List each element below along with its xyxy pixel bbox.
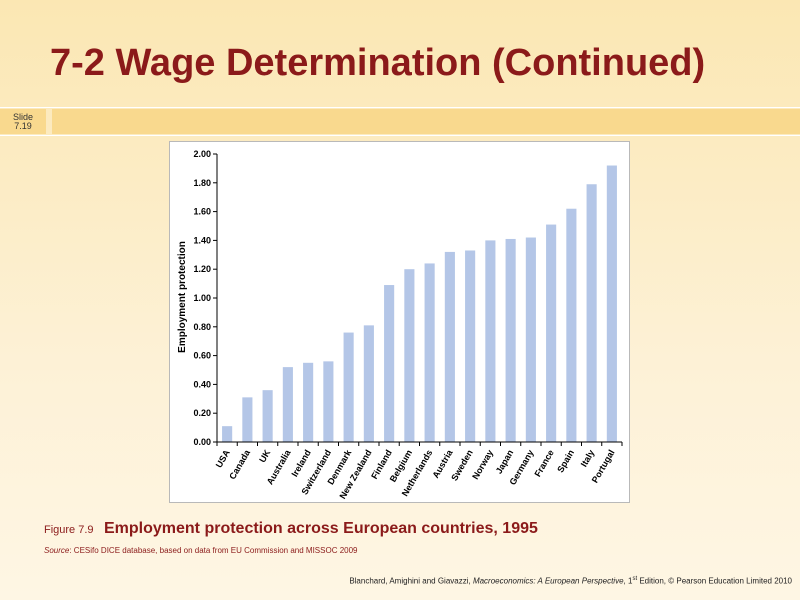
bar-sweden bbox=[465, 250, 476, 442]
bar-ireland bbox=[303, 362, 314, 442]
bar-italy bbox=[586, 184, 597, 443]
bar-canada bbox=[242, 397, 253, 442]
x-tick-label: Japan bbox=[494, 448, 516, 476]
bar-switzerland bbox=[323, 361, 334, 442]
bar-france bbox=[546, 224, 557, 442]
footer-edition-pre: , 1 bbox=[623, 576, 633, 586]
bar-uk bbox=[262, 390, 273, 442]
footer-edition-sup: st bbox=[632, 576, 638, 582]
bar-portugal bbox=[606, 165, 617, 442]
slide-number-value: 7.19 bbox=[14, 121, 32, 131]
header-divider-bottom bbox=[0, 135, 800, 136]
y-tick-label: 0.80 bbox=[193, 322, 211, 332]
bar-germany bbox=[525, 237, 536, 442]
footer-authors: Blanchard, Amighini and Giavazzi, bbox=[349, 576, 473, 586]
chart-panel: 0.00 0.20 0.40 0.60 0.80 1.00 1.20 1.40 1.60 1.80… bbox=[169, 141, 630, 503]
bar-denmark bbox=[343, 332, 354, 442]
y-axis-label: Employment protection bbox=[177, 241, 188, 353]
source-label: Source bbox=[44, 546, 70, 555]
y-tick-label: 0.60 bbox=[193, 351, 211, 361]
footer-book-title: Macroeconomics: A European Perspective bbox=[472, 576, 624, 586]
bar-norway bbox=[485, 240, 496, 442]
slide-number-label: Slide bbox=[12, 112, 33, 122]
y-tick-label: 0.20 bbox=[193, 408, 211, 418]
bars bbox=[222, 165, 617, 443]
x-tick-label: Canada bbox=[227, 447, 252, 481]
x-tick-label: USA bbox=[214, 448, 232, 470]
source-text: : CESifo DICE database, based on data fr… bbox=[69, 546, 358, 555]
bar-spain bbox=[566, 208, 577, 442]
bar-netherlands bbox=[424, 263, 435, 442]
figure-caption: Figure 7.9 Employment protection across … bbox=[44, 520, 538, 538]
slide-title: 7-2 Wage Determination (Continued) bbox=[50, 42, 706, 84]
bar-new-zealand bbox=[363, 325, 374, 442]
bar-japan bbox=[505, 238, 516, 442]
figure-title: Employment protection across European co… bbox=[103, 520, 538, 537]
slide-number: Slide 7.19 bbox=[10, 113, 36, 131]
figure-label: Figure 7.9 bbox=[44, 524, 94, 536]
x-tick-label: UK bbox=[257, 448, 272, 465]
y-tick-label: 1.20 bbox=[193, 264, 211, 274]
footer-edition-post: Edition, © Pearson Education Limited 201… bbox=[637, 576, 792, 586]
bar-usa bbox=[222, 426, 233, 442]
y-tick-label: 0.40 bbox=[193, 379, 211, 389]
copyright-footer: Blanchard, Amighini and Giavazzi, Macroe… bbox=[349, 576, 792, 586]
bar-finland bbox=[384, 285, 395, 442]
y-tick-label: 0.00 bbox=[193, 437, 211, 447]
x-tick-label: France bbox=[532, 448, 555, 479]
y-tick-label: 1.40 bbox=[193, 235, 211, 245]
y-tick-label: 2.00 bbox=[193, 149, 211, 159]
bar-belgium bbox=[404, 269, 415, 442]
y-tick-label: 1.60 bbox=[193, 207, 211, 217]
bar-austria bbox=[444, 251, 455, 442]
header-divider-top bbox=[0, 107, 800, 108]
bar-australia bbox=[282, 367, 293, 442]
y-tick-label: 1.80 bbox=[193, 178, 211, 188]
x-tick-label: Spain bbox=[555, 448, 576, 474]
slide-number-cell bbox=[0, 109, 46, 134]
header-band-bar bbox=[52, 109, 800, 134]
y-tick-label: 1.00 bbox=[193, 293, 211, 303]
figure-source: Source: CESifo DICE database, based on d… bbox=[44, 546, 358, 555]
bar-chart: 0.00 0.20 0.40 0.60 0.80 1.00 1.20 1.40 1.60 1.80… bbox=[177, 149, 623, 501]
header-band bbox=[0, 109, 800, 134]
x-tick-label: Italy bbox=[579, 448, 597, 469]
y-axis: 0.00 0.20 0.40 0.60 0.80 1.00 1.20 1.40 1.60 1.80… bbox=[193, 149, 218, 447]
